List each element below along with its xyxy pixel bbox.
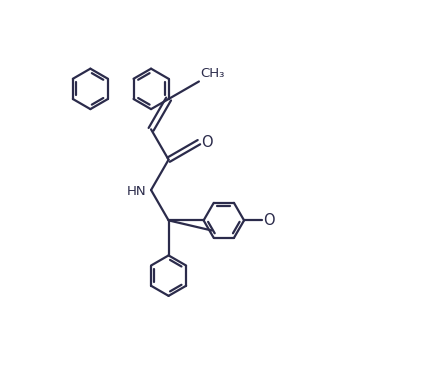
Text: O: O: [201, 135, 212, 150]
Text: O: O: [263, 213, 275, 228]
Text: HN: HN: [127, 185, 147, 198]
Text: CH₃: CH₃: [201, 67, 225, 80]
